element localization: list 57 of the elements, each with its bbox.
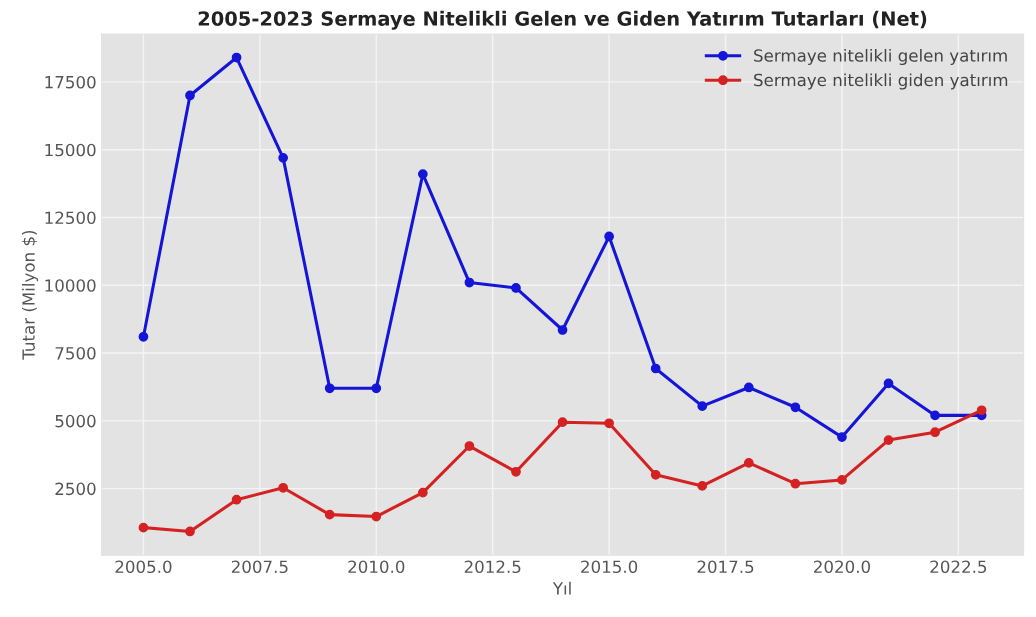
x-tick-label: 2007.5	[231, 560, 288, 574]
point	[790, 402, 801, 413]
point	[417, 169, 428, 179]
point	[604, 231, 614, 242]
point	[371, 511, 382, 522]
y-tick-label: 17500	[45, 75, 96, 89]
y-tick-label: 15000	[45, 143, 96, 157]
point	[697, 401, 708, 412]
point	[185, 526, 195, 537]
legend-label: Sermaye nitelikli gelen yatırım	[754, 48, 1007, 66]
point	[138, 331, 149, 342]
point	[650, 363, 661, 374]
point	[883, 435, 894, 445]
point	[930, 410, 940, 421]
point	[790, 478, 801, 489]
x-tick-label: 2015.0	[581, 560, 638, 574]
point	[930, 427, 940, 438]
point	[837, 432, 847, 442]
point	[278, 152, 289, 163]
x-axis-title: Yıl	[552, 581, 571, 595]
point	[650, 469, 661, 480]
point	[278, 482, 289, 493]
y-tick-label: 10000	[45, 279, 96, 292]
point	[604, 418, 614, 429]
y-tick-label: 2500	[55, 482, 96, 496]
point	[231, 52, 242, 63]
point	[231, 494, 242, 505]
x-tick-label: 2022.5	[930, 560, 987, 574]
point	[511, 466, 521, 477]
point	[743, 382, 754, 393]
point	[511, 283, 521, 293]
point	[557, 325, 568, 335]
point	[837, 475, 847, 485]
point	[976, 405, 987, 416]
y-axis-title: Tutar (Milyon $)	[21, 230, 39, 360]
point	[185, 90, 195, 101]
x-tick-label: 2017.5	[697, 560, 754, 574]
point	[883, 378, 894, 389]
point	[464, 441, 475, 451]
x-tick-label: 2010.0	[348, 560, 405, 574]
legend-label: Sermaye nitelikli giden yatırım	[754, 73, 1008, 90]
point	[464, 277, 475, 288]
point	[743, 457, 754, 468]
x-tick-label: 2005.0	[115, 560, 172, 574]
point	[417, 487, 428, 498]
x-tick-label: 2012.5	[464, 560, 521, 574]
point	[324, 509, 335, 520]
chart-title: 2005-2023 Sermaye Nitelikli Gelen ve Giden Yatırım Tutarları (Net)	[198, 10, 927, 30]
y-tick-label: 5000	[55, 414, 96, 428]
x-tick-label: 2020.0	[814, 560, 871, 574]
point	[557, 417, 568, 428]
point	[371, 383, 382, 394]
point	[138, 522, 149, 533]
point	[324, 383, 335, 394]
y-tick-label: 7500	[55, 347, 96, 360]
point	[697, 481, 708, 491]
y-tick-label: 12500	[45, 211, 96, 225]
